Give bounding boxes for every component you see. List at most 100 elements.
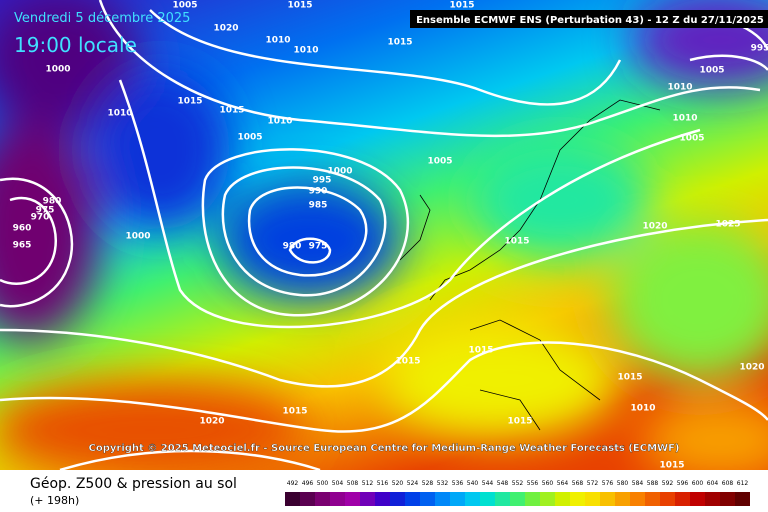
isobar-label: 995 (751, 44, 768, 54)
footer-title: Géop. Z500 & pression au sol (30, 476, 237, 492)
date: Vendredi 5 décembre 2025 (14, 11, 190, 26)
colorbar-label: 512 (362, 480, 374, 487)
colorbar-label: 528 (422, 480, 434, 487)
colorbar-label: 556 (527, 480, 539, 487)
isobar-label: 1015 (449, 1, 474, 11)
colorbar-swatch (555, 492, 570, 506)
colorbar-swatch (300, 492, 315, 506)
isobar-label: 1020 (199, 417, 224, 427)
colorbar-swatch (375, 492, 390, 506)
isobar-label: 990 (309, 187, 328, 197)
colorbar-swatch (345, 492, 360, 506)
isobar-label: 1020 (642, 222, 667, 232)
colorbar-label: 496 (302, 480, 314, 487)
isobar-label: 995 (313, 176, 332, 186)
colorbar-label: 584 (632, 480, 644, 487)
isobar-label: 1010 (267, 117, 292, 127)
isobar-label: 1000 (45, 65, 70, 75)
isobar-label: 1015 (659, 461, 684, 471)
isobar-label: 965 (13, 241, 32, 251)
isobar-label: 1015 (507, 417, 532, 427)
time: 19:00 locale (14, 33, 137, 57)
isobar-label: 975 (309, 242, 328, 252)
colorbar-label: 504 (332, 480, 344, 487)
colorbar-label: 524 (407, 480, 419, 487)
isobar-label: 1015 (177, 97, 202, 107)
colorbar-label: 508 (347, 480, 359, 487)
colorbar-label: 540 (467, 480, 479, 487)
run-info: Ensemble ECMWF ENS (Perturbation 43) - 1… (416, 15, 764, 26)
field (0, 0, 768, 470)
colorbar-label: 520 (392, 480, 404, 487)
isobar-label: 1015 (387, 38, 412, 48)
colorbar-label: 536 (452, 480, 464, 487)
isobar-label: 1015 (504, 237, 529, 247)
colorbar-swatch (585, 492, 600, 506)
colorbar-label: 516 (377, 480, 389, 487)
colorbar: 492 496 500 504 508 512 516 520 524 528 532 536 540 5… (285, 480, 750, 506)
colorbar-swatch (705, 492, 720, 506)
colorbar-swatch (315, 492, 330, 506)
isobar-label: 1000 (125, 232, 150, 242)
colorbar-label: 568 (572, 480, 584, 487)
isobar-label: 985 (309, 201, 328, 211)
isobar-label: 1020 (739, 363, 764, 373)
colorbar-swatch (525, 492, 540, 506)
colorbar-label: 608 (722, 480, 734, 487)
colorbar-swatch (435, 492, 450, 506)
footer-lead: (+ 198h) (30, 494, 79, 507)
isobar-label: 970 (31, 213, 50, 223)
colorbar-swatch (510, 492, 525, 506)
colorbar-label: 492 (287, 480, 299, 487)
isobar-label: 1025 (715, 220, 740, 230)
isobar-label: 1000 (327, 167, 352, 177)
colorbar-swatch (495, 492, 510, 506)
colorbar-label: 576 (602, 480, 614, 487)
colorbar-label: 544 (482, 480, 494, 487)
isobar-label: 1005 (699, 66, 724, 76)
colorbar-swatch (600, 492, 615, 506)
colorbar-swatch (675, 492, 690, 506)
colorbar-swatch (420, 492, 435, 506)
colorbar-swatch (285, 492, 300, 506)
isobar-label: 1015 (287, 1, 312, 11)
colorbar-swatch (330, 492, 345, 506)
colorbar-swatch (450, 492, 465, 506)
isobar-label: 1005 (427, 157, 452, 167)
isobar-label: 1010 (265, 36, 290, 46)
colorbar-label: 612 (737, 480, 749, 487)
colorbar-label: 532 (437, 480, 449, 487)
isobar-label: 1010 (667, 83, 692, 93)
isobar-label: 1005 (237, 133, 262, 143)
isobar-label: 980 (283, 242, 302, 252)
colorbar-label: 604 (707, 480, 719, 487)
colorbar-swatch (480, 492, 495, 506)
colorbar-swatch (465, 492, 480, 506)
run-box (410, 10, 768, 28)
colorbar-label: 552 (512, 480, 524, 487)
isobars (0, 0, 768, 470)
colorbar-swatch (645, 492, 660, 506)
isobar-label: 1015 (617, 373, 642, 383)
isobar-label: 1010 (672, 114, 697, 124)
colorbar-swatch (405, 492, 420, 506)
colorbar-label: 580 (617, 480, 629, 487)
colorbar-swatch (615, 492, 630, 506)
colorbar-swatch (660, 492, 675, 506)
colorbar-label: 564 (557, 480, 569, 487)
colorbar-swatch (360, 492, 375, 506)
isobar-label: 960 (13, 224, 32, 234)
isobar-label: 1010 (630, 404, 655, 414)
isobar-label: 1005 (679, 134, 704, 144)
colorbar-swatch (540, 492, 555, 506)
isobar-label: 1020 (213, 24, 238, 34)
isobar-label: 1015 (219, 106, 244, 116)
isobar-label: 1010 (107, 109, 132, 119)
copyright: Copyright © 2025 Meteociel.fr - Source E… (89, 443, 680, 454)
colorbar-label: 600 (692, 480, 704, 487)
isobar-label: 1015 (468, 346, 493, 356)
colorbar-label: 548 (497, 480, 509, 487)
colorbar-label: 588 (647, 480, 659, 487)
colorbar-label: 500 (317, 480, 329, 487)
